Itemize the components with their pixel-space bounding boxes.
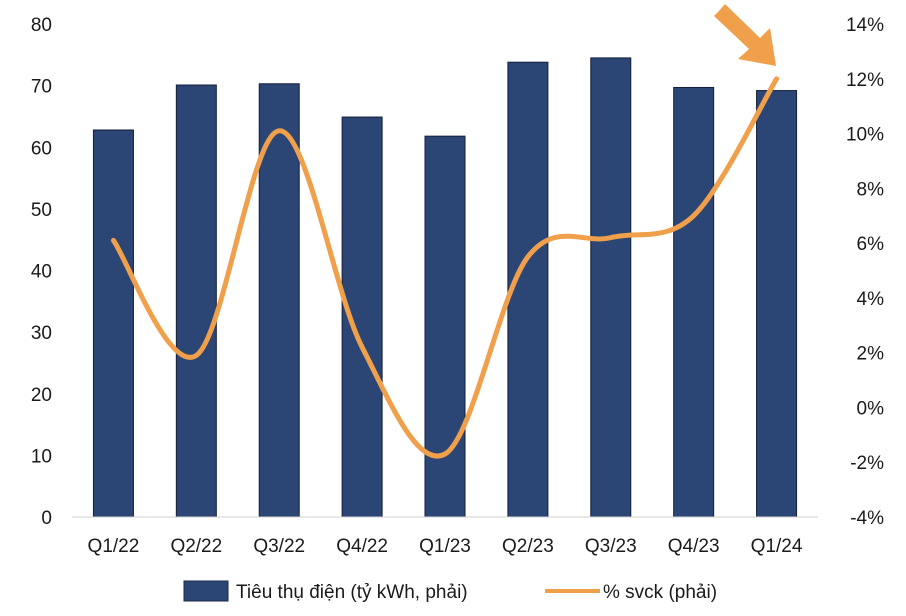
y-right-tick-label: 4%	[857, 289, 885, 310]
right-axis: -4% -2% 0% 2% 4% 6% 8% 10% 12% 14%	[846, 15, 884, 529]
legend: Tiêu thụ điện (tỷ kWh, phải) % svck (phả…	[183, 580, 717, 603]
x-tick-label: Q3/22	[253, 536, 305, 557]
bar	[424, 135, 466, 518]
x-axis: Q1/22 Q2/22 Q3/22 Q4/22 Q1/23 Q2/23 Q3/23 Q4/23…	[88, 536, 803, 557]
y-right-tick-label: 0%	[857, 398, 885, 419]
y-right-tick-label: -4%	[850, 508, 884, 529]
y-left-tick-label: 80	[31, 15, 52, 36]
legend-label-bar: Tiêu thụ điện (tỷ kWh, phải)	[236, 582, 468, 603]
bar	[175, 84, 217, 518]
arrow-shape	[714, 4, 776, 66]
x-tick-label: Q4/23	[668, 536, 720, 557]
x-tick-label: Q3/23	[585, 536, 637, 557]
y-right-tick-label: 14%	[846, 15, 884, 36]
x-tick-label: Q2/22	[170, 536, 222, 557]
y-right-tick-label: 8%	[857, 179, 885, 200]
y-left-tick-label: 50	[31, 200, 52, 221]
trend-arrow-icon	[714, 4, 776, 66]
y-left-tick-label: 40	[31, 262, 52, 283]
y-right-tick-label: 12%	[846, 70, 884, 91]
y-left-tick-label: 20	[31, 385, 52, 406]
x-tick-label: Q4/22	[336, 536, 388, 557]
y-right-tick-label: -2%	[850, 453, 884, 474]
bar	[590, 57, 632, 518]
bar	[673, 86, 715, 518]
bar	[92, 129, 134, 518]
y-right-tick-label: 2%	[857, 344, 885, 365]
y-left-tick-label: 0	[41, 508, 52, 529]
bar	[258, 83, 300, 518]
legend-swatch-bar	[183, 580, 229, 602]
x-tick-label: Q2/23	[502, 536, 554, 557]
y-left-tick-label: 10	[31, 446, 52, 467]
x-tick-label: Q1/23	[419, 536, 471, 557]
y-left-tick-label: 30	[31, 323, 52, 344]
x-tick-label: Q1/24	[751, 536, 803, 557]
y-left-tick-label: 60	[31, 138, 52, 159]
bar	[756, 90, 798, 518]
y-left-tick-label: 70	[31, 77, 52, 98]
y-right-tick-label: 10%	[846, 125, 884, 146]
x-tick-label: Q1/22	[88, 536, 140, 557]
y-right-tick-label: 6%	[857, 234, 885, 255]
bar	[507, 61, 549, 518]
line-series	[110, 76, 780, 459]
left-axis: 0 10 20 30 40 50 60 70 80	[31, 15, 52, 529]
line-path	[110, 76, 780, 459]
legend-label-line: % svck (phải)	[603, 582, 717, 603]
bar-series	[92, 57, 798, 518]
